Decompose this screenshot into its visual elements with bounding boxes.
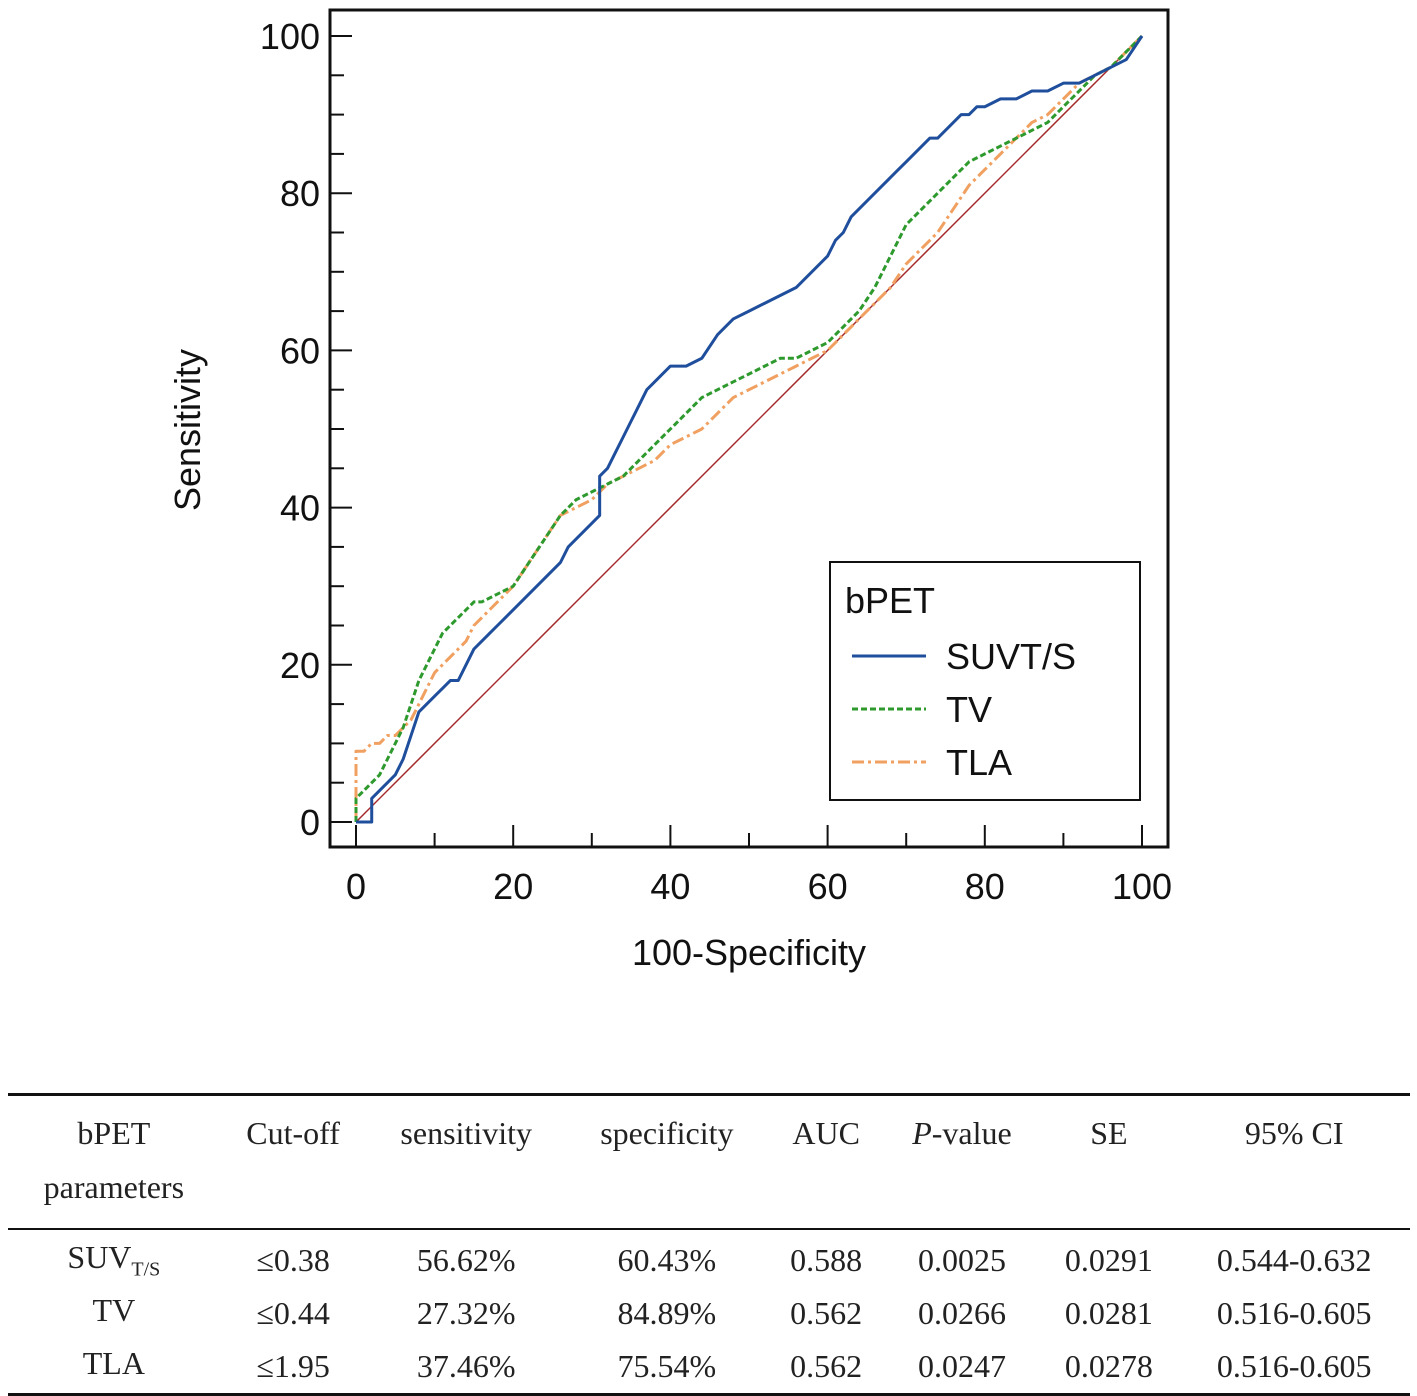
cell-auc: 0.562 — [790, 1295, 863, 1331]
x-tick-label: 0 — [346, 866, 366, 907]
y-tick-label: 100 — [260, 16, 320, 57]
table-header-row: bPET parameters Cut-off sensitivity spec… — [8, 1094, 1410, 1230]
param-main: TV — [92, 1292, 136, 1329]
y-tick-label: 80 — [280, 173, 320, 214]
param-sub: T/S — [131, 1258, 161, 1281]
x-axis-title: 100-Specificity — [632, 932, 866, 973]
header-auc: AUC — [792, 1115, 860, 1151]
cell-p-value: 0.0025 — [917, 1242, 1006, 1278]
cell-specificity: 75.54% — [617, 1348, 717, 1384]
cell-cutoff: ≤0.44 — [256, 1295, 330, 1331]
cell-se: 0.0278 — [1064, 1348, 1153, 1384]
y-axis-title: Sensitivity — [167, 349, 208, 511]
header-parameters: parameters — [43, 1169, 185, 1205]
cell-param: TLA — [8, 1340, 220, 1395]
series-line-reference — [355, 35, 1143, 823]
header-p-value: P-value — [885, 1095, 1040, 1230]
header-sensitivity: sensitivity — [400, 1115, 532, 1151]
x-tick-label: 80 — [965, 866, 1005, 907]
param-main: SUV — [67, 1239, 132, 1276]
cell-specificity: 60.43% — [617, 1242, 717, 1278]
cell-ci: 0.516-0.605 — [1216, 1348, 1372, 1384]
header-p-suffix: -value — [931, 1115, 1012, 1151]
results-table: bPET parameters Cut-off sensitivity spec… — [8, 1093, 1410, 1396]
cell-ci: 0.544-0.632 — [1216, 1242, 1372, 1278]
legend-box — [829, 561, 1141, 801]
legend: bPET SUVT/S TV TLA — [829, 561, 1141, 801]
cell-specificity: 84.89% — [617, 1295, 717, 1331]
table-row: SUVT/S ≤0.38 56.62% 60.43% 0.588 0.0025 … — [8, 1229, 1410, 1287]
cell-se: 0.0281 — [1064, 1295, 1153, 1331]
x-tick-label: 60 — [808, 866, 848, 907]
legend-title: bPET — [845, 580, 935, 621]
cell-param: TV — [8, 1287, 220, 1340]
cell-sensitivity: 37.46% — [416, 1348, 516, 1384]
header-bpet-parameters: bPET parameters — [8, 1095, 220, 1230]
y-tick-label: 0 — [300, 802, 320, 843]
y-tick-label: 20 — [280, 645, 320, 686]
header-specificity: specificity — [600, 1115, 734, 1151]
cell-p-value: 0.0247 — [917, 1348, 1006, 1384]
cell-se: 0.0291 — [1064, 1242, 1153, 1278]
table-row: TV ≤0.44 27.32% 84.89% 0.562 0.0266 0.02… — [8, 1287, 1410, 1340]
x-tick-label: 100 — [1112, 866, 1172, 907]
y-tick-label: 60 — [280, 330, 320, 371]
cell-p-value: 0.0266 — [917, 1295, 1006, 1331]
cell-sensitivity: 27.32% — [416, 1295, 516, 1331]
legend-label: SUVT/S — [946, 636, 1076, 677]
series-line-tv — [354, 34, 1144, 822]
cell-cutoff: ≤1.95 — [256, 1348, 330, 1384]
cell-auc: 0.562 — [790, 1348, 863, 1384]
legend-label: TLA — [946, 742, 1012, 783]
x-tick-label: 40 — [650, 866, 690, 907]
legend-label: TV — [946, 689, 992, 730]
series-line-tla — [354, 34, 1144, 822]
header-cutoff: Cut-off — [246, 1115, 340, 1151]
header-p-italic: P — [912, 1115, 932, 1151]
cell-sensitivity: 56.62% — [416, 1242, 516, 1278]
header-se: SE — [1090, 1115, 1128, 1151]
cell-auc: 0.588 — [790, 1242, 863, 1278]
cell-param: SUVT/S — [8, 1229, 220, 1287]
cell-ci: 0.516-0.605 — [1216, 1295, 1372, 1331]
table-row: TLA ≤1.95 37.46% 75.54% 0.562 0.0247 0.0… — [8, 1340, 1410, 1395]
header-bpet: bPET — [77, 1115, 151, 1151]
x-tick-label: 20 — [493, 866, 533, 907]
series-line-suvt-s — [356, 35, 1144, 824]
roc-chart: 0 20 40 60 80 100 0 20 40 60 80 100 100-Specificity… — [167, 8, 1172, 973]
param-main: TLA — [82, 1345, 145, 1382]
header-ci: 95% CI — [1244, 1115, 1344, 1151]
y-tick-label: 40 — [280, 488, 320, 529]
cell-cutoff: ≤0.38 — [256, 1242, 330, 1278]
